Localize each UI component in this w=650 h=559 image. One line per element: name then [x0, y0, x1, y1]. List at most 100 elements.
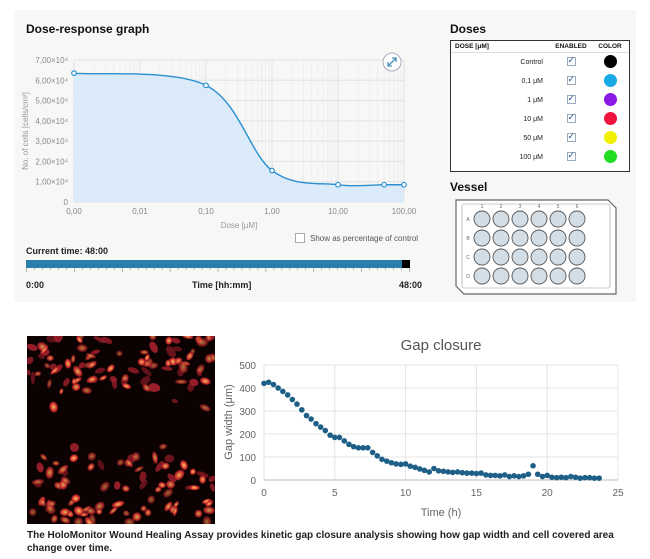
plate-well[interactable]: [530, 210, 548, 228]
cell: [168, 357, 178, 366]
plate-col-label: 6: [576, 204, 579, 210]
percentage-checkbox[interactable]: [295, 233, 305, 243]
plate-well[interactable]: [530, 229, 548, 247]
plate-well[interactable]: [568, 248, 586, 266]
plate-well[interactable]: [511, 210, 529, 228]
time-end-label: 48:00: [399, 280, 423, 290]
cell: [76, 336, 83, 344]
dose-point: [401, 181, 407, 188]
cell: [46, 355, 54, 362]
dose-label: Control: [520, 59, 543, 66]
cell: [196, 364, 205, 374]
expand-icon[interactable]: [382, 52, 402, 72]
plate-well[interactable]: [492, 248, 510, 266]
cell: [91, 349, 100, 355]
percentage-toggle[interactable]: Show as percentage of control: [295, 233, 418, 243]
cell: [81, 387, 92, 394]
time-slider[interactable]: [26, 260, 410, 268]
plate-well[interactable]: [549, 248, 567, 266]
plate-col-label: 3: [519, 204, 522, 210]
plate-well[interactable]: [549, 267, 567, 285]
dose-enabled-checkbox[interactable]: [566, 93, 576, 104]
y-tick-label: 4,00×10⁴: [35, 117, 68, 126]
dose-color-swatch[interactable]: [603, 131, 617, 144]
cell: [37, 354, 45, 359]
cell: [189, 468, 196, 475]
dose-enabled-checkbox[interactable]: [566, 55, 576, 66]
dose-enabled-checkbox[interactable]: [566, 150, 576, 161]
cell: [78, 362, 86, 369]
gap-x-axis-title: Time (h): [421, 507, 462, 519]
plate-well[interactable]: [473, 210, 491, 228]
plate-well[interactable]: [511, 267, 529, 285]
gap-point: [426, 469, 433, 475]
gap-point: [483, 472, 489, 478]
dose-color-swatch[interactable]: [603, 150, 617, 163]
time-slider-handle[interactable]: [402, 260, 410, 268]
gap-point: [398, 461, 404, 468]
dose-color-swatch[interactable]: [603, 74, 617, 87]
dose-enabled-checkbox[interactable]: [566, 112, 576, 123]
plate-well[interactable]: [549, 229, 567, 247]
cell: [28, 508, 37, 516]
plate-well[interactable]: [492, 210, 510, 228]
enabled-column-header: ENABLED: [555, 43, 587, 50]
cell: [164, 454, 175, 463]
cell: [139, 479, 148, 490]
dose-color-swatch[interactable]: [603, 93, 617, 106]
cell: [144, 354, 150, 362]
cell: [60, 516, 71, 524]
dose-y-axis-title: No. of cells [cells/cm²]: [21, 92, 30, 170]
cell: [52, 460, 60, 466]
cell: [73, 506, 84, 516]
cell: [187, 383, 195, 392]
plate-well[interactable]: [492, 267, 510, 285]
plate-well[interactable]: [511, 248, 529, 266]
cell: [158, 482, 166, 489]
cell: [155, 461, 165, 472]
plate-well[interactable]: [473, 229, 491, 247]
plate-well[interactable]: [473, 248, 491, 266]
vessel-plate[interactable]: 1 2 3 4 5 6 A B C D: [450, 196, 620, 298]
plate-well[interactable]: [530, 267, 548, 285]
plate-well[interactable]: [568, 267, 586, 285]
dose-enabled-checkbox[interactable]: [566, 131, 576, 142]
dose-label: 50 μM: [523, 135, 543, 142]
gap-point: [265, 379, 272, 386]
cell: [46, 336, 58, 343]
y-tick-label: 3,00×10⁴: [35, 137, 68, 146]
dose-row: 1 μM: [451, 91, 629, 110]
caption-text: The HoloMonitor Wound Healing Assay prov…: [27, 530, 614, 554]
gap-point: [568, 473, 574, 480]
plate-well[interactable]: [549, 210, 567, 228]
cell: [87, 463, 95, 471]
gap-point: [284, 392, 291, 398]
gap-point: [539, 473, 546, 480]
plate-well[interactable]: [511, 229, 529, 247]
doses-table: DOSE [μM] ENABLED COLOR Control 0,1 μM 1 μ…: [450, 40, 630, 172]
gap-point: [374, 453, 381, 459]
cell: [45, 466, 54, 479]
cell: [47, 379, 52, 389]
dose-color-swatch[interactable]: [603, 55, 617, 68]
plate-well[interactable]: [568, 210, 586, 228]
plate-well[interactable]: [568, 229, 586, 247]
current-time-label: Current time: 48:00: [26, 246, 109, 256]
cell: [196, 337, 209, 347]
cell: [159, 443, 168, 450]
plate-well[interactable]: [492, 229, 510, 247]
gap-point: [459, 469, 466, 476]
dose-enabled-checkbox[interactable]: [566, 74, 576, 85]
dose-response-chart: 0 1,00×10⁴ 2,00×10⁴ 3,00×10⁴ 4,00×10⁴ 5,00×10…: [21, 52, 417, 230]
gap-point: [383, 458, 390, 464]
gap-point: [492, 472, 499, 479]
plate-well[interactable]: [473, 267, 491, 285]
dose-color-swatch[interactable]: [603, 112, 617, 125]
plate-well[interactable]: [530, 248, 548, 266]
cell: [149, 336, 157, 341]
cell: [165, 336, 173, 345]
gap-x-tick-label: 20: [542, 488, 554, 499]
cell: [137, 357, 146, 366]
gap-point: [553, 474, 560, 481]
x-tick-label: 100,00: [392, 207, 417, 216]
